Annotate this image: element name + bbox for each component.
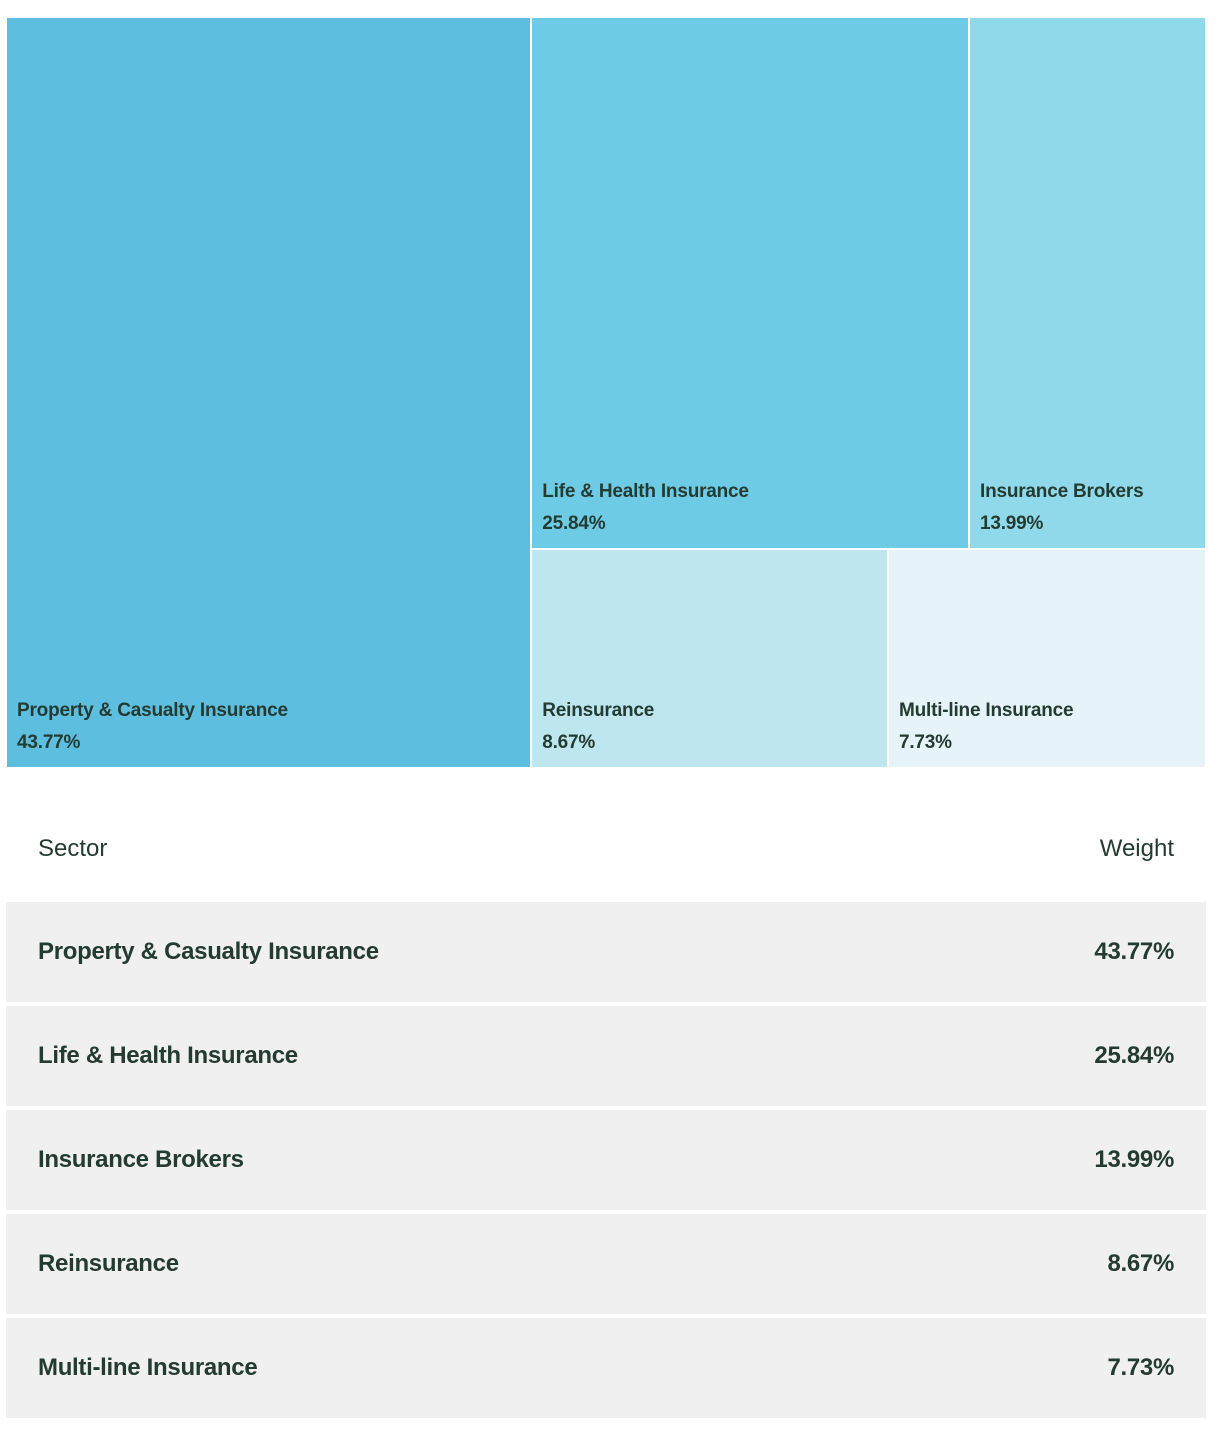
tile-weight-value: 8.67% <box>542 731 596 753</box>
treemap-tile[interactable]: Life & Health Insurance 25.84% <box>531 17 969 549</box>
treemap-chart: Property & Casualty Insurance 43.77% Life … <box>6 17 1206 768</box>
tile-sector-name: Property & Casualty Insurance <box>17 700 288 721</box>
weight-column-header: Weight <box>1099 835 1174 862</box>
table-row: Life & Health Insurance 25.84% <box>6 1006 1206 1106</box>
row-sector: Reinsurance <box>38 1250 179 1277</box>
tile-label: Property & Casualty Insurance 43.77% <box>17 695 288 759</box>
row-weight: 43.77% <box>1094 938 1174 965</box>
tile-weight-value: 43.77% <box>17 732 81 753</box>
tile-weight-value: 13.99% <box>979 512 1044 534</box>
table-row: Reinsurance 8.67% <box>6 1214 1206 1314</box>
tile-sector-name: Multi-line Insurance <box>898 699 1074 721</box>
tile-weight-value: 25.84% <box>542 512 606 534</box>
row-weight: 8.67% <box>1107 1250 1174 1277</box>
row-sector: Insurance Brokers <box>38 1146 244 1173</box>
row-weight: 7.73% <box>1107 1354 1174 1381</box>
tile-sector-name: Insurance Brokers <box>979 480 1144 502</box>
row-sector: Multi-line Insurance <box>38 1354 258 1381</box>
treemap-tile[interactable]: Property & Casualty Insurance 43.77% <box>6 17 532 768</box>
tile-label: Life & Health Insurance 25.84% <box>542 476 749 540</box>
table-row: Insurance Brokers 13.99% <box>6 1110 1206 1210</box>
row-weight: 25.84% <box>1094 1042 1174 1069</box>
table-header: Sector Weight <box>6 796 1206 902</box>
table-row: Property & Casualty Insurance 43.77% <box>6 902 1206 1002</box>
tile-sector-name: Life & Health Insurance <box>542 480 749 502</box>
tile-sector-name: Reinsurance <box>542 699 655 721</box>
treemap-tile[interactable]: Insurance Brokers 13.99% <box>968 17 1206 549</box>
sector-column-header: Sector <box>38 835 108 862</box>
tile-label: Multi-line Insurance 7.73% <box>898 695 1074 759</box>
tile-weight-value: 7.73% <box>898 731 952 753</box>
tile-label: Insurance Brokers 13.99% <box>979 476 1144 540</box>
table-row: Multi-line Insurance 7.73% <box>6 1318 1206 1418</box>
tile-label: Reinsurance 8.67% <box>542 695 654 759</box>
table-body: Property & Casualty Insurance 43.77% Life … <box>6 902 1206 1418</box>
sector-weight-table: Sector Weight Property & Casualty Insura… <box>6 796 1206 1422</box>
treemap-tile[interactable]: Multi-line Insurance 7.73% <box>887 548 1206 768</box>
row-sector: Property & Casualty Insurance <box>38 938 379 965</box>
row-weight: 13.99% <box>1094 1146 1174 1173</box>
treemap-tile[interactable]: Reinsurance 8.67% <box>531 548 888 768</box>
row-sector: Life & Health Insurance <box>38 1042 298 1069</box>
